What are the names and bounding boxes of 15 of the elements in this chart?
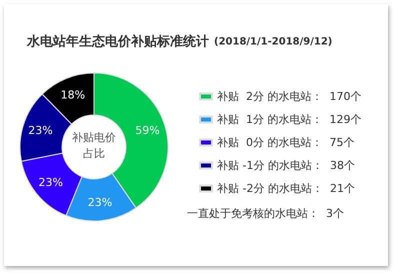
data-label: 59% <box>135 124 160 137</box>
legend-label: 补贴 2分 的水电站： 170个 <box>217 90 362 103</box>
text: 一直处于免考核的水电站： 3个 <box>187 207 344 220</box>
text: 补贴电价 <box>72 131 116 144</box>
legend-label: 补贴 -2分 的水电站： 21个 <box>217 182 355 195</box>
legend-label: 补贴 -1分 的水电站： 38个 <box>217 159 355 172</box>
text: 占比 <box>83 147 105 160</box>
data-label: 23% <box>28 124 53 137</box>
data-label: 23% <box>38 176 63 190</box>
legend-label: 补贴 1分 的水电站： 129个 <box>217 113 362 126</box>
data-label: 23% <box>88 196 112 210</box>
chart-subtitle: (2018/1/1-2018/9/12) <box>214 36 332 48</box>
chart-title: 水电站年生态电价补贴标准统计 <box>26 34 209 50</box>
data-label: 18% <box>60 88 86 102</box>
legend-label: 补贴 0分 的水电站： 75个 <box>217 136 354 149</box>
